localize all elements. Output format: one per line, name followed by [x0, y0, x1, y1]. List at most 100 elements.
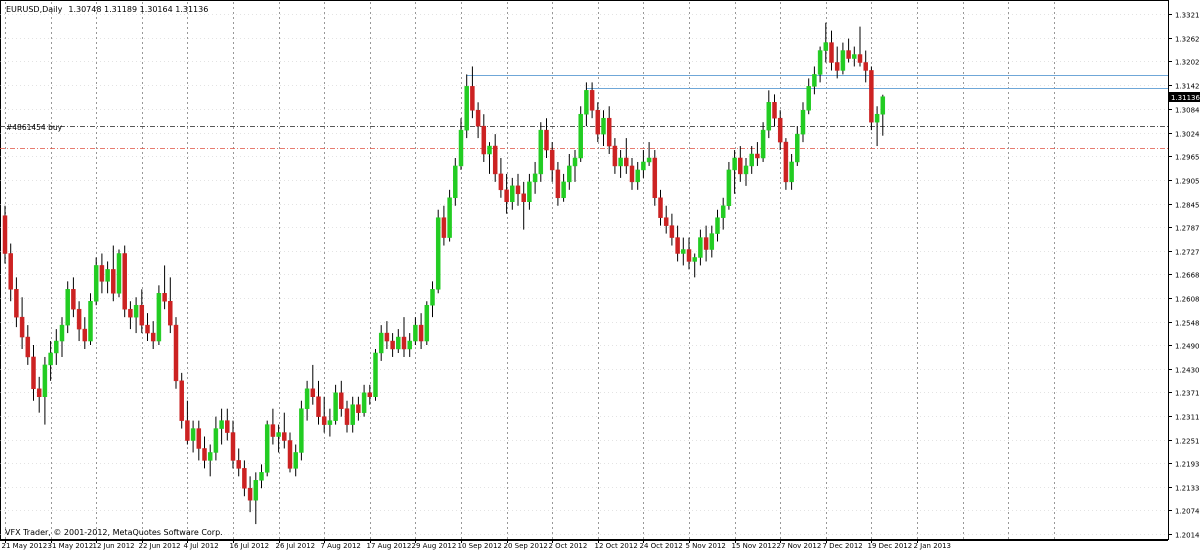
- price-tick-label: 1.31425: [1175, 83, 1200, 91]
- candle: [145, 313, 150, 342]
- candle-body: [732, 157, 737, 171]
- candle: [521, 181, 526, 230]
- candle: [464, 74, 469, 139]
- candle-body: [247, 488, 253, 501]
- candle-body: [795, 133, 800, 163]
- candle: [299, 400, 304, 461]
- candle-body: [652, 157, 658, 199]
- candle: [14, 277, 19, 328]
- date-tick-label: 10 Sep 2012: [458, 542, 502, 550]
- candle: [709, 225, 715, 258]
- date-tick-label: 16 Jul 2012: [230, 542, 270, 550]
- candle: [316, 380, 321, 425]
- candle: [475, 102, 481, 139]
- date-tick-label: 7 Aug 2012: [321, 542, 361, 550]
- candle: [99, 253, 105, 294]
- candle-body: [475, 109, 481, 127]
- candle-body: [54, 340, 59, 354]
- candle: [82, 317, 88, 349]
- candle: [538, 122, 544, 182]
- candle-body: [612, 145, 618, 167]
- candle-body: [760, 129, 766, 159]
- price-tick-label: 1.29655: [1175, 154, 1200, 162]
- candle-body: [276, 432, 281, 437]
- candle-body: [663, 217, 669, 226]
- candle-body: [766, 102, 772, 131]
- candle: [128, 301, 133, 330]
- candle-body: [515, 185, 521, 195]
- candle-body: [743, 165, 749, 175]
- candle: [738, 146, 743, 182]
- candle: [732, 150, 737, 194]
- candle-body: [287, 440, 293, 469]
- candle: [407, 333, 412, 357]
- candle-body: [669, 225, 675, 238]
- candle-body: [407, 340, 412, 350]
- candle: [606, 106, 612, 155]
- candle-body: [196, 428, 202, 449]
- candle: [595, 102, 601, 143]
- candle-body: [333, 392, 338, 421]
- candle-body: [111, 269, 116, 294]
- candle: [823, 22, 829, 63]
- candle: [703, 225, 709, 262]
- candle: [361, 384, 367, 417]
- candle: [487, 142, 492, 174]
- candle-body: [156, 293, 162, 342]
- price-tick-label: 1.22515: [1175, 438, 1200, 446]
- candle: [304, 380, 310, 421]
- candle-body: [874, 113, 880, 123]
- price-tick-label: 1.30240: [1175, 131, 1200, 139]
- candle-body: [430, 289, 435, 306]
- candle-body: [470, 86, 475, 111]
- price-tick-label: 1.26685: [1175, 272, 1200, 280]
- candle-body: [834, 62, 840, 71]
- candle-body: [606, 117, 612, 147]
- candle: [441, 205, 447, 246]
- candle-body: [128, 308, 133, 318]
- candle: [76, 301, 82, 342]
- candle: [852, 46, 857, 67]
- candle: [36, 376, 42, 413]
- candle: [173, 317, 179, 389]
- candle-body: [65, 289, 70, 326]
- candle: [54, 329, 59, 365]
- candle-body: [270, 424, 276, 437]
- candle: [253, 472, 259, 525]
- candle: [584, 82, 589, 127]
- candle-body: [122, 253, 127, 310]
- candle: [504, 173, 509, 214]
- candle: [447, 189, 452, 242]
- candle: [350, 396, 355, 433]
- candle: [669, 213, 675, 246]
- candle-body: [789, 161, 794, 183]
- candle: [800, 102, 806, 143]
- candle-body: [572, 157, 578, 167]
- candle: [276, 424, 281, 453]
- candle: [749, 146, 754, 174]
- candle: [492, 134, 498, 182]
- candle: [435, 209, 441, 294]
- candle-body: [339, 392, 344, 409]
- candle-body: [48, 352, 53, 366]
- candle-body: [726, 169, 732, 206]
- candle-body: [361, 392, 367, 413]
- candle-body: [447, 197, 452, 238]
- candle: [242, 460, 247, 497]
- candle: [321, 396, 327, 433]
- candle-body: [236, 460, 241, 469]
- candle: [413, 317, 418, 346]
- candle-body: [755, 153, 760, 159]
- candle-body: [424, 304, 430, 342]
- candle: [646, 142, 652, 166]
- candle: [641, 150, 646, 178]
- candle-body: [492, 145, 498, 175]
- candle: [515, 173, 521, 206]
- candle: [225, 408, 230, 441]
- candle: [88, 293, 93, 346]
- candle-body: [464, 86, 469, 131]
- candle: [777, 110, 783, 151]
- candle-body: [242, 468, 247, 489]
- candle-body: [435, 217, 441, 290]
- candle: [213, 416, 219, 461]
